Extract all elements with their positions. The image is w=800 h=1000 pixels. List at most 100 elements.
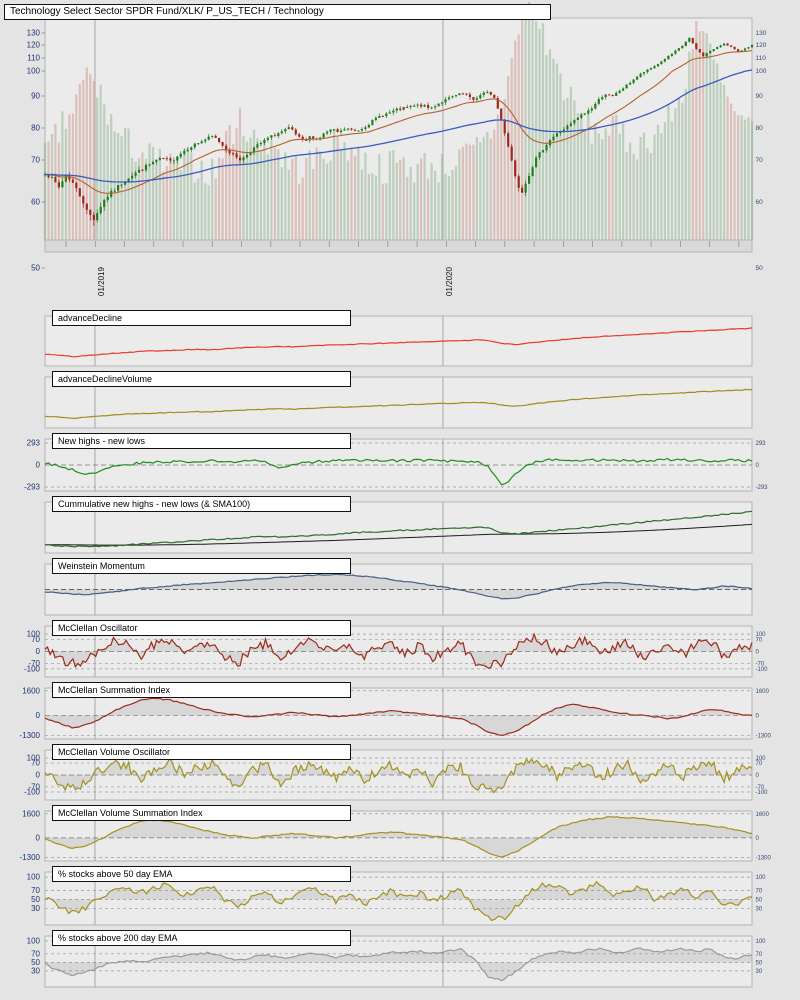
panel-title-box[interactable]: Weinstein Momentum xyxy=(52,558,351,574)
panel-new-highs-new-lows[interactable]: 293 293 0 0 -293 -293 New highs - new lows xyxy=(0,431,800,492)
svg-text:90: 90 xyxy=(756,93,764,100)
series-line xyxy=(44,697,753,737)
svg-text:100: 100 xyxy=(27,630,41,639)
series-line xyxy=(44,457,753,486)
svg-text:-100: -100 xyxy=(24,664,41,673)
svg-text:-293: -293 xyxy=(756,485,769,491)
svg-text:100: 100 xyxy=(756,875,767,881)
svg-text:60: 60 xyxy=(756,199,764,206)
svg-text:120: 120 xyxy=(27,41,41,50)
panel-advance-decline[interactable]: advanceDecline xyxy=(0,308,800,367)
svg-text:70: 70 xyxy=(31,759,40,768)
svg-text:0: 0 xyxy=(36,711,41,720)
svg-text:0: 0 xyxy=(756,463,760,469)
svg-text:-70: -70 xyxy=(756,662,765,668)
svg-text:50: 50 xyxy=(31,895,40,904)
panel-mcclellan-summation-index[interactable]: 1600 1600 0 0 -1300 -1300 McClellan Summation… xyxy=(0,680,800,740)
series-line xyxy=(44,388,753,420)
panel-title: advanceDecline xyxy=(58,313,123,323)
panel-title: Weinstein Momentum xyxy=(58,561,145,571)
panel-title-box[interactable]: McClellan Summation Index xyxy=(52,682,351,698)
panel-pct-above-200day-ema[interactable]: 100 100 70 70 50 50 30 30 % stocks above 200 da… xyxy=(0,928,800,988)
svg-text:70: 70 xyxy=(756,157,764,164)
panel-advance-decline-volume[interactable]: advanceDeclineVolume xyxy=(0,369,800,429)
panel-title-box[interactable]: Cummulative new highs - new lows (& SMA1… xyxy=(52,496,351,512)
chart-title-box[interactable]: Technology Select Sector SPDR Fund/XLK/ … xyxy=(4,4,551,20)
svg-text:130: 130 xyxy=(756,30,767,37)
date-axis-band xyxy=(44,239,753,253)
svg-text:30: 30 xyxy=(31,904,40,913)
svg-text:50: 50 xyxy=(31,958,40,967)
x-axis-date-label-2019: 01/2019 xyxy=(97,267,106,296)
svg-text:80: 80 xyxy=(31,124,40,133)
series-line xyxy=(44,573,753,600)
svg-text:80: 80 xyxy=(756,125,764,132)
ma-fast-line xyxy=(44,49,753,194)
svg-text:100: 100 xyxy=(27,873,41,882)
svg-text:110: 110 xyxy=(27,54,40,63)
svg-text:70: 70 xyxy=(756,637,763,643)
panel-title-box[interactable]: advanceDeclineVolume xyxy=(52,371,351,387)
panel-title-box[interactable]: % stocks above 200 day EMA xyxy=(52,930,351,946)
svg-text:70: 70 xyxy=(756,888,763,894)
panel-mcclellan-oscillator[interactable]: 100 100 70 70 0 0 -70 -70 -100 -100 McClellan Osc… xyxy=(0,618,800,678)
main-chart-canvas: 130 130 120 120 110 110 100 100 90 90 80 80 70 70 60 60… xyxy=(27,2,767,273)
panel-title: advanceDeclineVolume xyxy=(58,374,153,384)
svg-text:293: 293 xyxy=(27,439,41,448)
svg-text:1600: 1600 xyxy=(22,809,40,818)
svg-text:0: 0 xyxy=(36,833,41,842)
panel-weinstein-momentum[interactable]: Weinstein Momentum xyxy=(0,556,800,616)
panel-title-box[interactable]: McClellan Oscillator xyxy=(52,620,351,636)
series-line xyxy=(44,947,753,982)
svg-text:120: 120 xyxy=(756,42,767,49)
svg-text:30: 30 xyxy=(756,906,763,912)
svg-text:-293: -293 xyxy=(24,482,41,491)
series-line xyxy=(44,510,753,548)
svg-text:0: 0 xyxy=(36,771,41,780)
svg-text:1600: 1600 xyxy=(756,689,770,695)
panel-title: New highs - new lows xyxy=(58,436,146,446)
main-price-chart[interactable]: 130 130 120 120 110 110 100 100 90 90 80 80 70 70 60 60… xyxy=(0,0,800,300)
series-fill xyxy=(45,574,752,599)
main-plot-background xyxy=(44,17,753,241)
svg-text:-100: -100 xyxy=(24,788,41,797)
panel-title-box[interactable]: New highs - new lows xyxy=(52,433,351,449)
panel-pct-above-50day-ema[interactable]: 100 100 70 70 50 50 30 30 % stocks above 50 day… xyxy=(0,864,800,926)
svg-text:70: 70 xyxy=(756,952,763,958)
svg-text:70: 70 xyxy=(31,886,40,895)
svg-text:50: 50 xyxy=(756,265,764,272)
price-axis-labels: 130 130 120 120 110 110 100 100 90 90 80 80 70 70 60 60… xyxy=(27,29,767,273)
series-fill xyxy=(45,816,752,858)
panel-title-box[interactable]: % stocks above 50 day EMA xyxy=(52,866,351,882)
panel-mcclellan-volume-summation-index[interactable]: 1600 1600 0 0 -1300 -1300 McClellan Volume Su… xyxy=(0,803,800,862)
panel-mcclellan-volume-oscillator[interactable]: 100 100 70 70 0 0 -70 -70 -100 -100 McClellan Vol… xyxy=(0,742,800,801)
svg-text:70: 70 xyxy=(31,949,40,958)
series-fill xyxy=(45,698,752,736)
panel-title-box[interactable]: McClellan Volume Oscillator xyxy=(52,744,351,760)
svg-text:0: 0 xyxy=(756,713,760,719)
svg-text:0: 0 xyxy=(756,650,760,656)
panel-cumulative-new-highs-lows[interactable]: Cummulative new highs - new lows (& SMA1… xyxy=(0,494,800,554)
svg-text:100: 100 xyxy=(27,936,41,945)
svg-text:100: 100 xyxy=(27,67,41,76)
svg-text:30: 30 xyxy=(756,969,763,975)
panel-title: McClellan Oscillator xyxy=(58,623,138,633)
panel-title-box[interactable]: advanceDecline xyxy=(52,310,351,326)
series-line xyxy=(44,880,753,922)
candles xyxy=(43,37,754,226)
svg-text:-70: -70 xyxy=(756,785,765,791)
svg-text:100: 100 xyxy=(27,753,41,762)
svg-text:90: 90 xyxy=(31,92,40,101)
svg-text:100: 100 xyxy=(756,68,767,75)
svg-text:1600: 1600 xyxy=(22,686,40,695)
svg-text:0: 0 xyxy=(36,647,41,656)
chart-title: Technology Select Sector SPDR Fund/XLK/ … xyxy=(10,6,324,17)
svg-text:293: 293 xyxy=(756,441,767,447)
svg-text:50: 50 xyxy=(31,264,40,273)
svg-text:100: 100 xyxy=(756,756,767,762)
panel-title-box[interactable]: McClellan Volume Summation Index xyxy=(52,805,351,821)
svg-text:130: 130 xyxy=(27,29,41,38)
svg-text:-70: -70 xyxy=(28,659,40,668)
svg-text:-1300: -1300 xyxy=(756,733,772,739)
svg-text:50: 50 xyxy=(756,960,763,966)
